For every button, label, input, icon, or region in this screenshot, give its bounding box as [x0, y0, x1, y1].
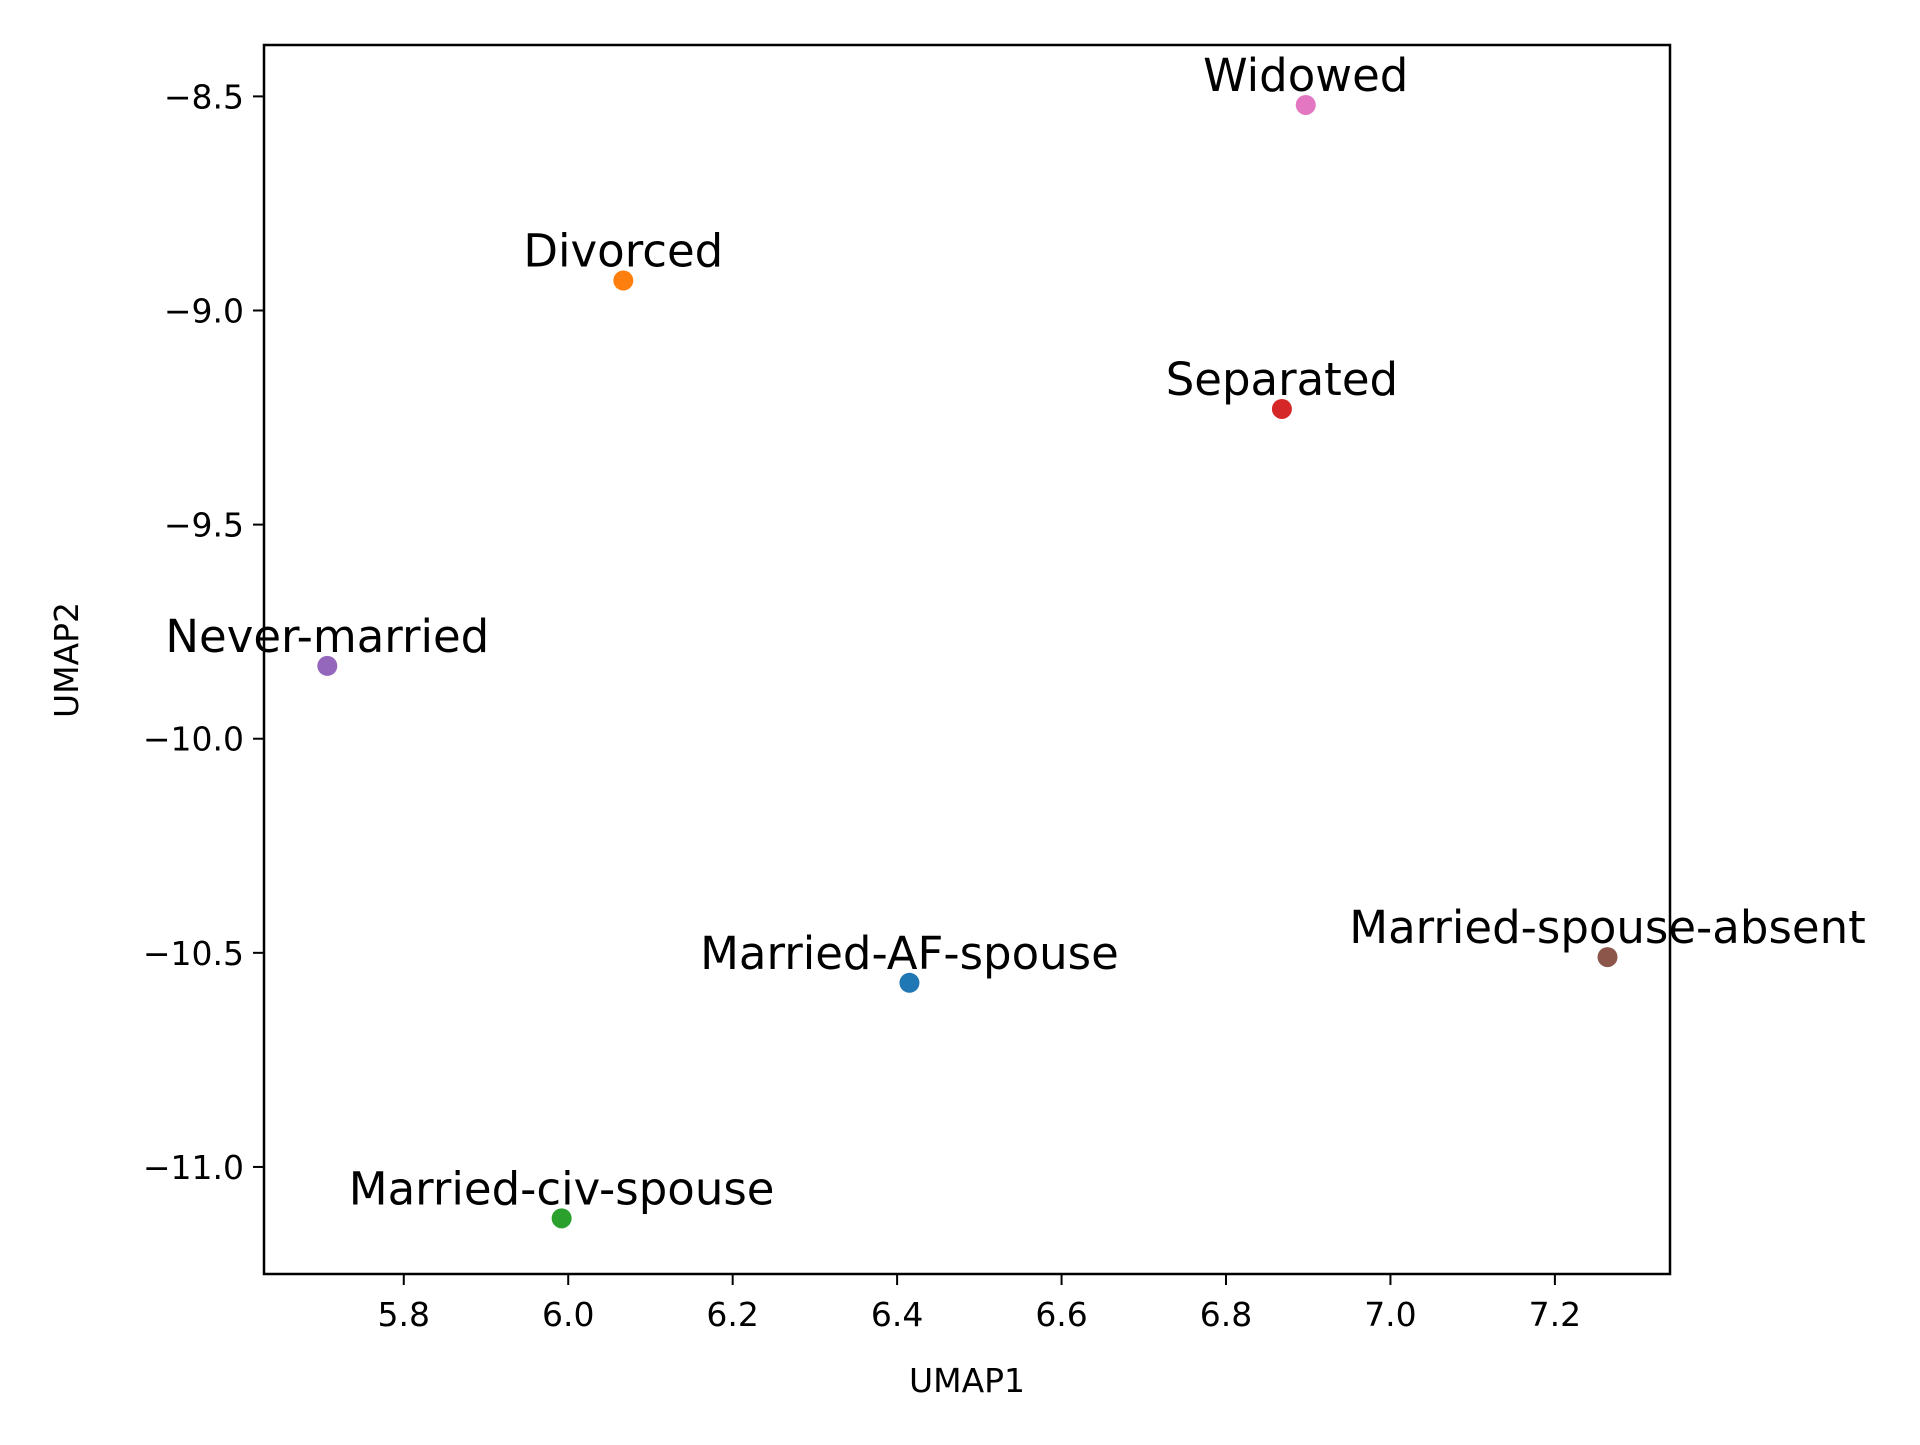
y-axis-label: UMAP2: [47, 602, 86, 718]
x-tick-label: 6.6: [1035, 1295, 1087, 1334]
y-tick-label: −11.0: [143, 1148, 244, 1187]
y-tick-label: −10.0: [143, 720, 244, 759]
point-label: Divorced: [523, 225, 723, 278]
scatter-point: [899, 972, 920, 993]
scatter-point: [1271, 398, 1292, 419]
x-tick-label: 7.0: [1364, 1295, 1416, 1334]
point-label: Married-civ-spouse: [349, 1162, 775, 1215]
point-label: Married-AF-spouse: [700, 927, 1119, 980]
x-tick-label: 5.8: [378, 1295, 430, 1334]
x-tick-label: 6.8: [1200, 1295, 1252, 1334]
point-label: Married-spouse-absent: [1349, 901, 1865, 954]
scatter-point: [613, 270, 634, 291]
y-tick-label: −9.5: [164, 506, 244, 545]
point-label: Never-married: [165, 610, 489, 663]
point-label: Separated: [1166, 353, 1398, 406]
x-tick-label: 7.2: [1529, 1295, 1581, 1334]
scatter-point: [551, 1208, 572, 1229]
x-axis-label: UMAP1: [909, 1361, 1025, 1400]
y-tick-label: −10.5: [143, 934, 244, 973]
y-tick-label: −8.5: [164, 77, 244, 116]
scatter-point: [317, 655, 338, 676]
x-tick-label: 6.4: [871, 1295, 923, 1334]
point-labels: Married-AF-spouse Divorced Married-civ-spo…: [165, 49, 1865, 1215]
x-tick-label: 6.2: [706, 1295, 758, 1334]
scatter-point: [1295, 94, 1316, 115]
x-tick-label: 6.0: [542, 1295, 594, 1334]
point-label: Widowed: [1203, 49, 1408, 102]
plot-area-frame: [262, 43, 1672, 1276]
axis-ticks: 5.8 6.0 6.2 6.4 6.6 6.8 7.0 7.2 −8.5 −9.0 −9.5 −10.…: [143, 77, 1581, 1334]
scatter-point: [1597, 947, 1618, 968]
y-tick-label: −9.0: [164, 291, 244, 330]
data-points: [317, 94, 1618, 1229]
